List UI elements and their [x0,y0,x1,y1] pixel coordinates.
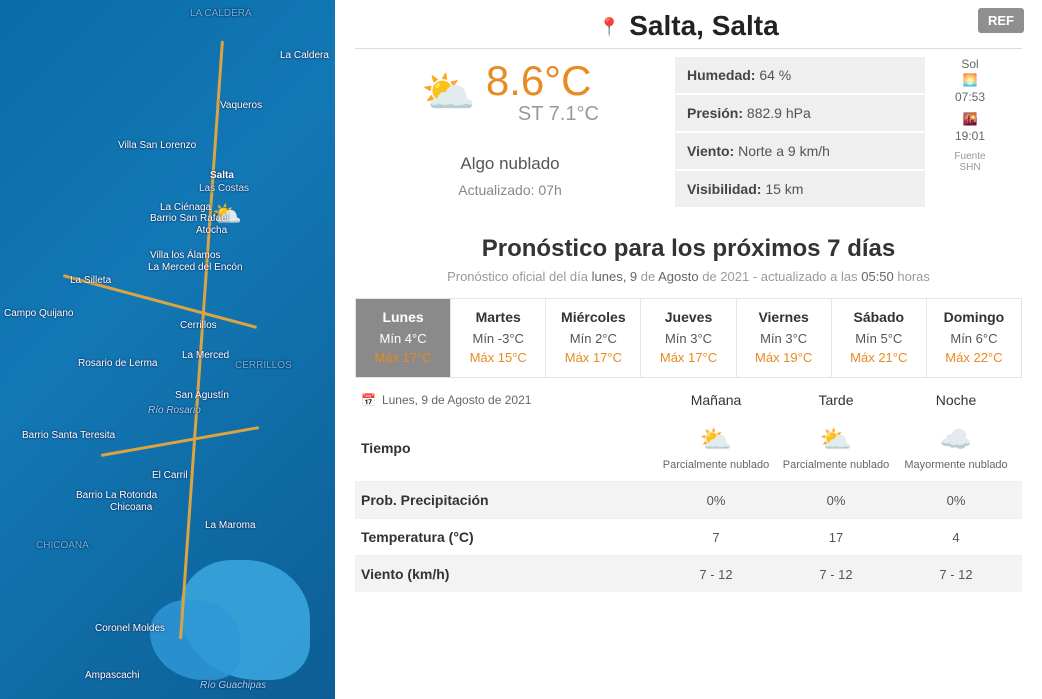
sun-source: FuenteSHN [925,151,1015,173]
map-city-label: Barrio La Rotonda [76,490,157,501]
map-city-label: Villa San Lorenzo [118,140,196,151]
day-periods: MañanaTardeNoche [656,392,1016,408]
map-city-label: LA CALDERA [190,8,252,19]
precip-cell: 0% [896,493,1016,508]
wind-row: Viento: Norte a 9 km/h [675,133,925,169]
map-city-label: La Merced del Encón [148,262,243,273]
wind-label: Viento (km/h) [361,566,656,582]
detail-date: 📅 Lunes, 9 de Agosto de 2021 [361,393,656,407]
map-city-label: Rosario de Lerma [78,358,157,369]
row-precip: Prob. Precipitación 0%0%0% [355,481,1022,518]
current-desc: Algo nublado [355,154,665,174]
map-city-label: San Agustín [175,390,229,401]
map-road [101,426,259,457]
row-tiempo: Tiempo ⛅Parcialmente nublado⛅Parcialment… [355,414,1022,481]
period-label: Noche [896,392,1016,408]
map-city-label: Coronel Moldes [95,623,165,634]
humidity-row: Humedad: 64 % [675,57,925,93]
map-city-label: Chicoana [110,502,152,513]
row-wind: Viento (km/h) 7 - 127 - 127 - 12 [355,555,1022,592]
map-city-label: Barrio Santa Teresita [22,430,115,441]
map-city-label: La Maroma [205,520,256,531]
tiempo-cell: ⛅Parcialmente nublado [656,424,776,471]
tiempo-label: Tiempo [361,440,656,456]
precip-cell: 0% [776,493,896,508]
weather-panel: REF 📍 Salta, Salta ⛅ 8.6°C ST 7.1°C Algo… [335,0,1042,699]
forecast-title: Pronóstico para los próximos 7 días [355,235,1022,263]
forecast-subtitle: Pronóstico oficial del día lunes, 9 de A… [355,269,1022,284]
day-tab[interactable]: ViernesMín 3°CMáx 19°C [737,299,832,377]
map-city-label: CHICOANA [36,540,89,551]
calendar-icon: 📅 [361,393,376,407]
map-road [179,41,224,640]
row-temp: Temperatura (°C) 7174 [355,518,1022,555]
day-tab[interactable]: JuevesMín 3°CMáx 17°C [641,299,736,377]
forecast-days-tabs: LunesMín 4°CMáx 17°CMartesMín -3°CMáx 15… [355,298,1022,378]
sun-label: Sol [925,57,1015,71]
pressure-row: Presión: 882.9 hPa [675,95,925,131]
map-city-label: Campo Quijano [4,308,73,319]
map-city-label: Vaqueros [220,100,262,111]
sunset-time: 19:01 [925,129,1015,143]
current-conditions: ⛅ 8.6°C ST 7.1°C Algo nublado Actualizad… [355,57,1022,209]
detail-header: 📅 Lunes, 9 de Agosto de 2021 MañanaTarde… [355,378,1022,414]
day-tab[interactable]: MartesMín -3°CMáx 15°C [451,299,546,377]
map-city-label: Salta [210,170,234,181]
location-pin-icon: 📍 [598,17,620,37]
tiempo-cell: ☁️Mayormente nublado [896,424,1016,471]
feels-like: ST 7.1°C [486,103,599,126]
ref-button[interactable]: REF [978,8,1024,33]
current-updated: Actualizado: 07h [355,182,665,198]
map-city-label: Atocha [196,225,227,236]
map-city-label: La Silleta [70,275,111,286]
sun-block: Sol 🌅 07:53 🌇 19:01 FuenteSHN [925,57,1015,173]
wind-cell: 7 - 12 [656,567,776,582]
tiempo-cell: ⛅Parcialmente nublado [776,424,896,471]
map-city-label: Cerrillos [180,320,217,331]
sunset-icon: 🌇 [925,112,1015,126]
precip-label: Prob. Precipitación [361,492,656,508]
current-weather-icon: ⛅ [421,66,476,118]
map-city-label: La Ciénaga [160,202,211,213]
precip-cell: 0% [656,493,776,508]
map-city-label: Ampascachi [85,670,139,681]
map-city-label: Villa los Álamos [150,250,220,261]
temp-cell: 4 [896,530,1016,545]
temp-cell: 7 [656,530,776,545]
location-name: Salta, Salta [629,10,778,42]
day-tab[interactable]: MiércolesMín 2°CMáx 17°C [546,299,641,377]
map-city-label: El Carril [152,470,188,481]
map-water [150,600,240,680]
map-city-label: Río Rosario [148,405,201,416]
map-city-label: CERRILLOS [235,360,292,371]
current-stats: Humedad: 64 % Presión: 882.9 hPa Viento:… [675,57,925,209]
sunrise-time: 07:53 [925,90,1015,104]
wind-cell: 7 - 12 [896,567,1016,582]
current-temp: 8.6°C [486,57,599,105]
location-header: 📍 Salta, Salta [355,10,1022,49]
map-city-label: Las Costas [199,183,249,194]
map-city-label: La Caldera [280,50,329,61]
period-label: Mañana [656,392,776,408]
day-tab[interactable]: SábadoMín 5°CMáx 21°C [832,299,927,377]
day-tab[interactable]: LunesMín 4°CMáx 17°C [356,299,451,377]
temp-label: Temperatura (°C) [361,529,656,545]
period-label: Tarde [776,392,896,408]
temp-cell: 17 [776,530,896,545]
weather-map[interactable]: ⛅ LA CALDERALa CalderaVaquerosVilla San … [0,0,335,699]
wind-cell: 7 - 12 [776,567,896,582]
map-city-label: La Merced [182,350,229,361]
map-city-label: Barrio San Rafael [150,213,229,224]
sunrise-icon: 🌅 [925,73,1015,87]
visibility-row: Visibilidad: 15 km [675,171,925,207]
map-city-label: Río Guachipas [200,680,266,691]
day-tab[interactable]: DomingoMín 6°CMáx 22°C [927,299,1021,377]
